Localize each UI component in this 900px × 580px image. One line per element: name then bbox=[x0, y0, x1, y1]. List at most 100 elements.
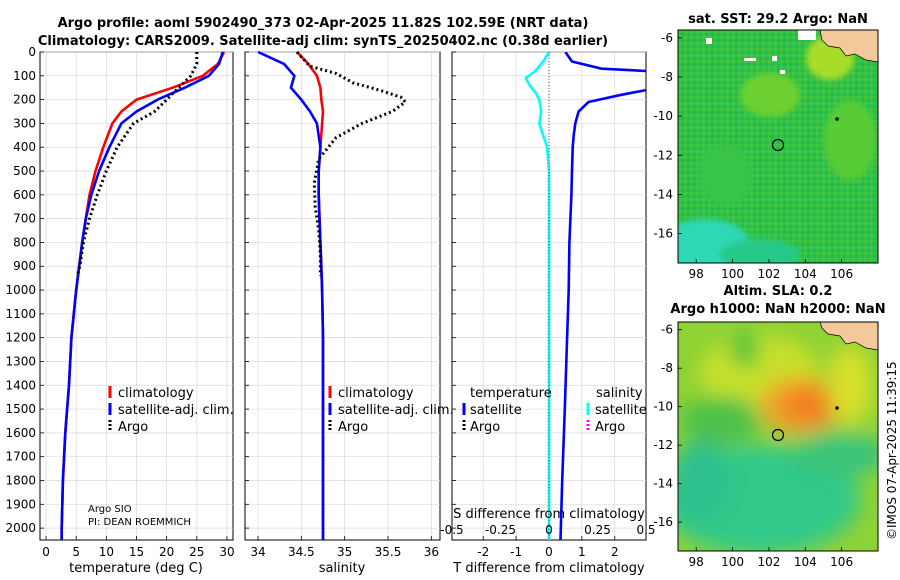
sla-map: Altim. SLA: 0.2 Argo h1000: NaN h2000: N… bbox=[653, 284, 885, 569]
lat-tick-label: -14 bbox=[653, 477, 673, 491]
sst-map-ticks: -6 -8 -10 -12 -14 -16 98 100 102 104 106 bbox=[653, 31, 853, 281]
depth-tick-label: 1000 bbox=[5, 283, 36, 297]
depth-axis-ticks: 0 100 200 300 400 500 600 700 800 900 1000 1100 1200… bbox=[5, 45, 36, 535]
depth-tick-label: 600 bbox=[13, 188, 36, 202]
sla-map-frame bbox=[677, 321, 879, 552]
depth-tick-label: 1500 bbox=[5, 402, 36, 416]
legend-t-satellite-label: satellite bbox=[470, 403, 522, 418]
lat-tick-label: -6 bbox=[661, 31, 673, 45]
x-tick-label: 15 bbox=[129, 545, 144, 559]
top-tick-label: -0.5 bbox=[440, 523, 463, 537]
x-tick-label: 2 bbox=[611, 545, 619, 559]
depth-tick-label: 500 bbox=[13, 164, 36, 178]
salinity-panel: 34 34.5 35 35.5 36 salinity climatology sate… bbox=[244, 50, 454, 576]
temperature-x-ticks: 0 5 10 15 20 25 30 bbox=[42, 536, 235, 559]
salinity-legend: climatology satellite-adj. clim. Argo bbox=[328, 386, 454, 435]
lat-tick-label: -8 bbox=[661, 361, 673, 375]
lon-tick-label: 100 bbox=[721, 555, 744, 569]
x-tick-label: 36 bbox=[424, 545, 439, 559]
x-tick-label: 1 bbox=[578, 545, 586, 559]
sst-map: sat. SST: 29.2 Argo: NaN -6 -8 -10 -12 -14 -1… bbox=[653, 12, 879, 281]
depth-tick-label: 900 bbox=[13, 259, 36, 273]
x-tick-label: 0 bbox=[545, 545, 553, 559]
series-satellite-adj bbox=[257, 50, 325, 540]
lat-tick-label: -10 bbox=[653, 109, 673, 123]
lon-tick-label: 100 bbox=[721, 267, 744, 281]
depth-tick-label: 100 bbox=[13, 69, 36, 83]
legend-temperature-head: temperature bbox=[470, 386, 552, 401]
lon-tick-label: 98 bbox=[689, 555, 704, 569]
sla-map-title2: Argo h1000: NaN h2000: NaN bbox=[670, 302, 885, 317]
depth-tick-label: 1200 bbox=[5, 331, 36, 345]
lat-tick-label: -16 bbox=[653, 227, 673, 241]
x-tick-label: 35.5 bbox=[375, 545, 402, 559]
x-tick-label: 0 bbox=[42, 545, 50, 559]
salinity-series bbox=[257, 50, 407, 540]
difference-legend: temperature salinity satellite Argo sate… bbox=[462, 386, 647, 435]
x-tick-label: 35 bbox=[337, 545, 352, 559]
salinity-grid bbox=[245, 51, 440, 540]
pi-name: PI: DEAN ROEMMICH bbox=[88, 517, 191, 528]
difference-top-ticks: -0.5 -0.25 0 0.25 0.5 bbox=[440, 523, 655, 537]
depth-tick-label: 1100 bbox=[5, 307, 36, 321]
top-tick-label: 0.5 bbox=[636, 523, 655, 537]
lat-tick-label: -14 bbox=[653, 187, 673, 201]
pi-institution: Argo SIO bbox=[88, 504, 132, 515]
sla-map-ticks: -6 -8 -10 -12 -14 -16 98 100 102 104 106 bbox=[653, 323, 853, 569]
x-tick-label: 25 bbox=[189, 545, 204, 559]
legend-climatology-label: climatology bbox=[118, 386, 194, 401]
lon-tick-label: 106 bbox=[830, 555, 853, 569]
depth-tick-label: 400 bbox=[13, 140, 36, 154]
lat-tick-label: -16 bbox=[653, 515, 673, 529]
depth-tick-label: 300 bbox=[13, 116, 36, 130]
difference-xlabel: T difference from climatology bbox=[452, 561, 645, 576]
depth-tick-label: 800 bbox=[13, 235, 36, 249]
salinity-xlabel: salinity bbox=[319, 561, 366, 576]
sst-map-title: sat. SST: 29.2 Argo: NaN bbox=[688, 12, 868, 27]
figure-title-line1: Argo profile: aoml 5902490_373 02-Apr-20… bbox=[58, 16, 589, 31]
sst-map-image bbox=[678, 30, 878, 263]
series-argo bbox=[295, 50, 407, 276]
legend-argo-label: Argo bbox=[338, 420, 368, 435]
difference-xlabel-top: S difference from climatology bbox=[453, 507, 645, 522]
temperature-grid bbox=[40, 51, 233, 540]
legend-satellite-label: satellite-adj. clim. bbox=[118, 403, 234, 418]
x-tick-label: -2 bbox=[477, 545, 489, 559]
lat-tick-label: -12 bbox=[653, 148, 673, 162]
x-tick-label: -1 bbox=[510, 545, 522, 559]
legend-salinity-head: salinity bbox=[596, 386, 643, 401]
temperature-panel: 0 5 10 15 20 25 30 temperature (deg C) climato… bbox=[39, 51, 235, 576]
difference-series bbox=[524, 52, 646, 540]
x-tick-label: 30 bbox=[219, 545, 234, 559]
sst-profile-marker bbox=[771, 138, 785, 152]
lon-tick-label: 98 bbox=[689, 267, 704, 281]
series-t-satellite-upper bbox=[564, 52, 646, 73]
difference-series-clip bbox=[524, 52, 646, 540]
lon-tick-label: 104 bbox=[794, 555, 817, 569]
depth-tick-label: 700 bbox=[13, 212, 36, 226]
legend-satellite-label: satellite-adj. clim. bbox=[338, 403, 454, 418]
depth-tick-label: 1300 bbox=[5, 354, 36, 368]
legend-s-satellite-label: satellite bbox=[595, 403, 647, 418]
series-t-satellite-lower bbox=[559, 88, 646, 540]
imos-watermark: ©IMOS 07-Apr-2025 11:39:15 bbox=[885, 361, 899, 540]
top-tick-label: 0 bbox=[545, 523, 553, 537]
x-tick-label: 34 bbox=[250, 545, 265, 559]
depth-tick-label: 1400 bbox=[5, 378, 36, 392]
lon-tick-label: 102 bbox=[757, 267, 780, 281]
lat-tick-label: -10 bbox=[653, 400, 673, 414]
lat-tick-label: -8 bbox=[661, 70, 673, 84]
difference-panel: -2 -1 0 1 2 T difference from climatology S … bbox=[440, 51, 656, 576]
sla-map-image bbox=[678, 322, 878, 551]
depth-tick-label: 1800 bbox=[5, 473, 36, 487]
salinity-x-ticks: 34 34.5 35 35.5 36 bbox=[250, 536, 439, 559]
top-tick-label: -0.25 bbox=[485, 523, 516, 537]
x-tick-label: 34.5 bbox=[288, 545, 315, 559]
x-tick-label: 10 bbox=[99, 545, 114, 559]
figure-title-line2: Climatology: CARS2009. Satellite-adj cli… bbox=[38, 34, 608, 49]
sst-map-frame bbox=[677, 29, 879, 264]
depth-tick-label: 0 bbox=[28, 45, 36, 59]
sla-profile-marker bbox=[771, 428, 785, 442]
depth-tick-label: 2000 bbox=[5, 521, 36, 535]
